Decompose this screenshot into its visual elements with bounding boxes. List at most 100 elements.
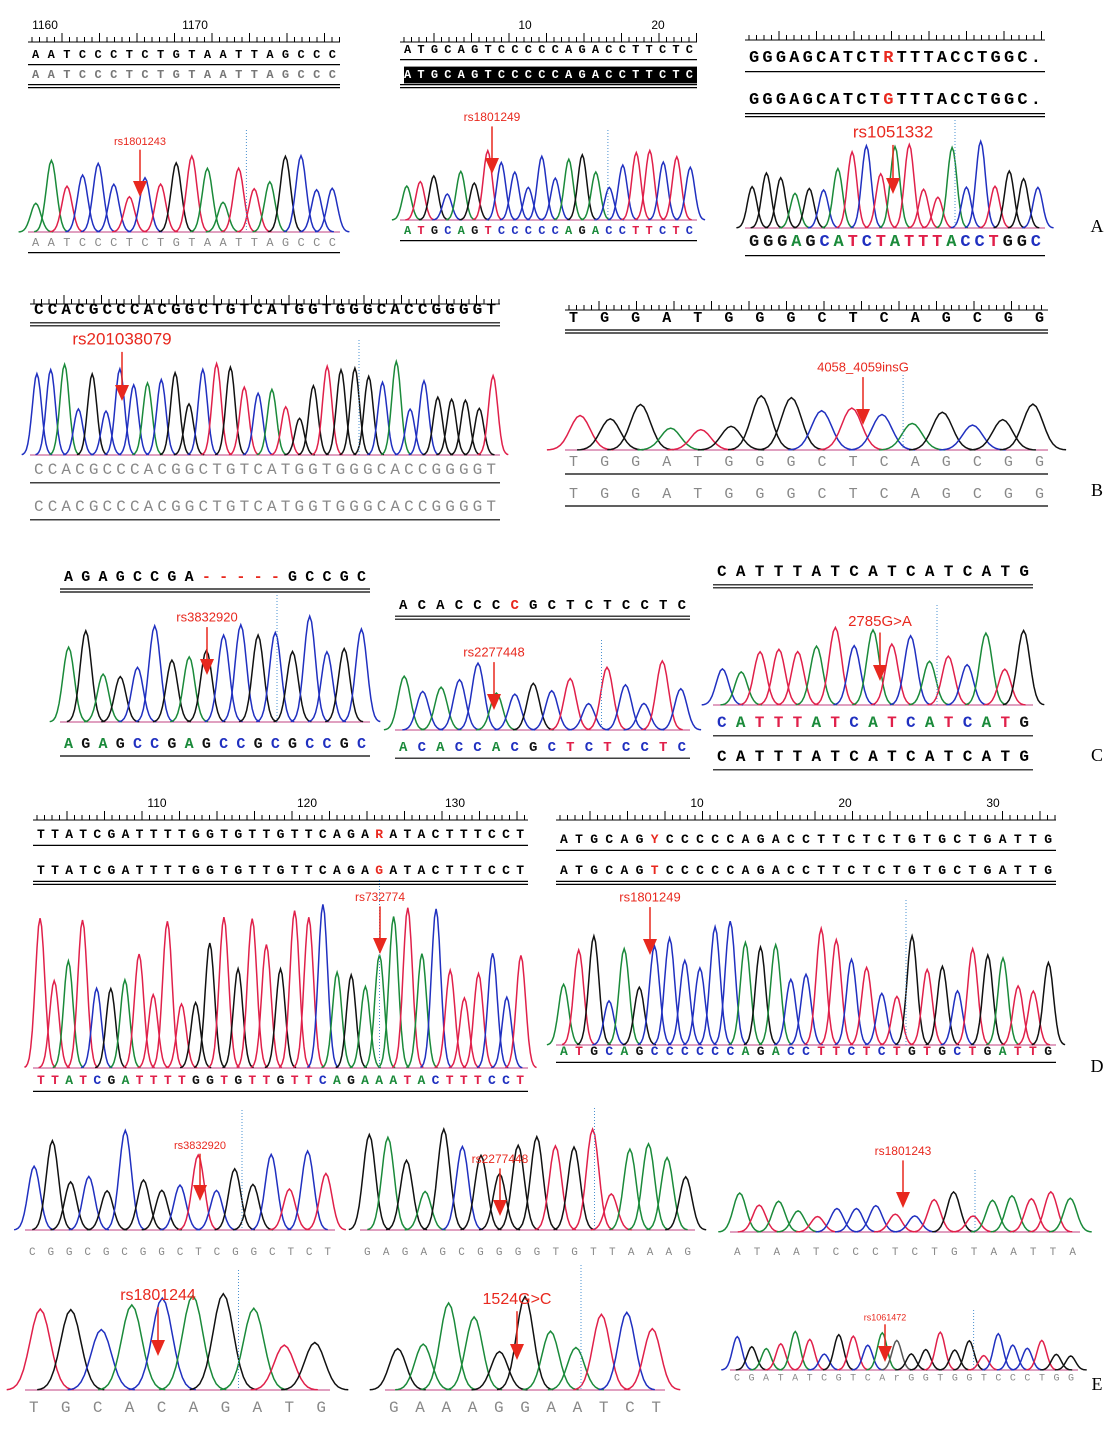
base: T: [516, 1073, 524, 1088]
called-sequence: TGCACAGATG: [29, 1399, 326, 1417]
trace-peak: [446, 171, 476, 219]
trace-peak: [879, 423, 945, 450]
base: G: [1019, 714, 1029, 732]
ruler-number: 120: [297, 796, 317, 810]
base: C: [498, 224, 505, 238]
trace-peak: [152, 921, 183, 1067]
base: A: [772, 1044, 780, 1059]
trace-peak: [941, 991, 974, 1045]
base: T: [893, 1044, 901, 1059]
base: T: [774, 714, 784, 732]
base: G: [206, 1073, 214, 1088]
base: G: [192, 1073, 200, 1088]
trace-peak: [965, 141, 996, 227]
base: C: [802, 1044, 810, 1059]
trace-peak: [965, 633, 1006, 705]
base: T: [566, 740, 574, 756]
trace-peak: [229, 387, 259, 455]
sequence-segment: TTATCGATTTTGGTGTTGTTCAGA: [37, 827, 369, 842]
base: C: [666, 1044, 674, 1059]
base: G: [805, 233, 815, 252]
base: T: [989, 233, 999, 252]
base: T: [51, 1073, 59, 1088]
trace-peak: [459, 183, 489, 220]
trace-peak: [472, 1352, 528, 1390]
called-sequence: ATAATCCCTCTGTAATTA: [734, 1247, 1076, 1259]
trace-peak: [547, 416, 613, 450]
sequence-segment: AGAGCCGA: [64, 569, 194, 586]
sequence-segment: T: [651, 863, 659, 878]
base: C: [963, 714, 973, 732]
trace-peak: [587, 667, 628, 730]
sequence-segment: GGGAGCATCT: [749, 49, 880, 68]
trace-peak: [395, 409, 426, 455]
reference-sequence: ATGCAGTCCCCCAGACCTTCTC: [404, 43, 693, 57]
trace-peak: [796, 646, 837, 705]
base: A: [65, 1073, 73, 1088]
variant-annotation: rs2277448: [472, 1152, 529, 1166]
trace-peak: [220, 1308, 287, 1389]
trace-peak: [14, 1166, 54, 1230]
base: A: [122, 1073, 130, 1088]
trace-peak: [69, 1177, 109, 1230]
called-sequence: ACACCACGCTCTCCTC: [399, 740, 687, 756]
base: A: [791, 233, 802, 252]
trace-peak: [913, 1200, 956, 1232]
base: T: [403, 1073, 411, 1088]
variant-annotation: rs201038079: [72, 329, 171, 348]
base: A: [458, 224, 466, 238]
base: A: [333, 1073, 341, 1088]
trace-peak: [653, 938, 686, 1045]
trace-peak: [196, 1190, 236, 1229]
trace-peak: [124, 1180, 164, 1230]
called-sequence: ATGCAGCCCCCCAGACCTTCTCTGTGCTGATTG: [560, 1044, 1052, 1059]
ruler-number: 10: [518, 18, 532, 32]
trace-peak: [946, 665, 987, 705]
trace-peak: [138, 995, 169, 1068]
trace-peak: [908, 189, 939, 228]
called-sequence: TGGATGGGCTCAGCGG: [569, 486, 1044, 503]
sequence-segment: G: [375, 863, 383, 878]
called-sequence: CCACGCCCACGGCTGTCATGGTGGGCACCGGGGT: [34, 461, 496, 479]
trace-peak: [765, 1344, 797, 1370]
base: G: [1017, 233, 1027, 252]
trace-peak: [1040, 1354, 1072, 1370]
variant-annotation: rs1801249: [619, 889, 680, 904]
trace-peak: [823, 1335, 855, 1370]
called-sequence: CGGCGCGGCTCGGCTCT: [29, 1247, 331, 1259]
base: T: [1014, 1044, 1022, 1059]
base: G: [636, 1044, 644, 1059]
trace-peak: [180, 1003, 211, 1068]
sequence-segment: R: [375, 827, 383, 842]
ruler-number: 1170: [182, 18, 208, 32]
ruler-number: 1160: [32, 18, 58, 32]
ruler-number: 110: [147, 796, 166, 810]
base: T: [817, 1044, 825, 1059]
trace-peak: [491, 997, 522, 1067]
trace-peak: [952, 1216, 995, 1232]
trace-peak: [315, 188, 349, 232]
base: A: [592, 224, 600, 238]
trace-peak: [894, 145, 925, 228]
base: A: [811, 714, 821, 732]
base: C: [548, 740, 557, 756]
base: T: [305, 1073, 313, 1088]
base: G: [908, 1044, 916, 1059]
base: G: [107, 1073, 115, 1088]
base: T: [575, 1044, 583, 1059]
trace-peak: [312, 366, 342, 454]
trace-peak: [325, 649, 363, 722]
base: T: [876, 233, 886, 252]
base: C: [974, 233, 984, 252]
trace-peak: [922, 197, 954, 228]
called-sequence: CCACGCCCACGGCTGTCATGGTGGGCACCGGGGT: [34, 498, 496, 516]
base: T: [755, 714, 765, 732]
base: G: [749, 233, 759, 252]
trace-peak: [513, 187, 543, 220]
arrow-head: [886, 178, 900, 194]
trace-peak: [751, 173, 782, 228]
base: C: [510, 740, 519, 756]
arrow-head: [493, 1200, 507, 1216]
base: T: [291, 1073, 299, 1088]
